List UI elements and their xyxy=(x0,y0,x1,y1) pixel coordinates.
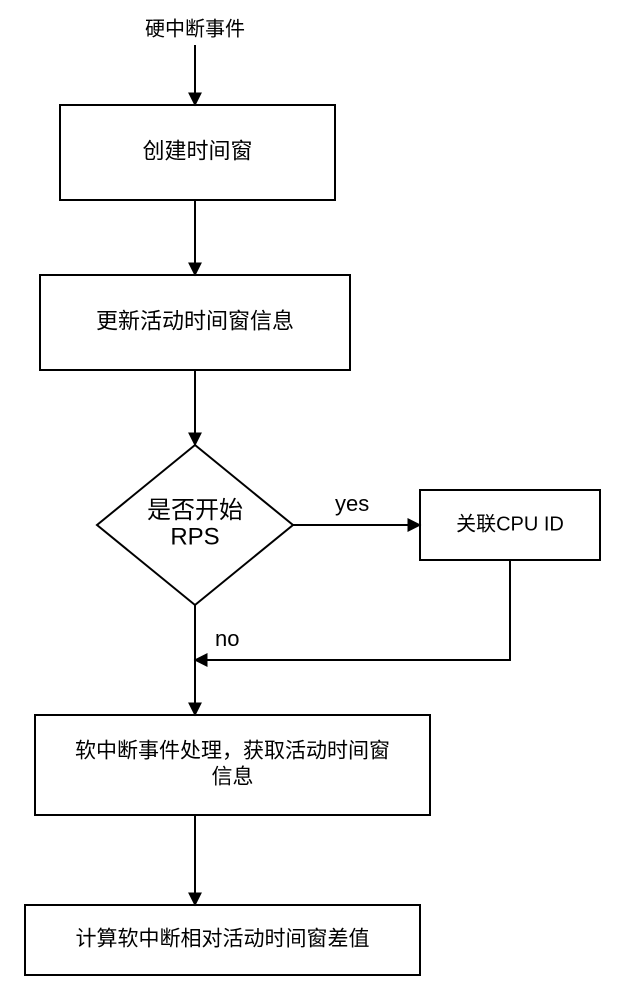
soft-interrupt-process-label-2: 信息 xyxy=(212,766,254,789)
create-time-window-label: 创建时间窗 xyxy=(142,138,252,163)
rps-decision-label-2: RPS xyxy=(170,524,219,551)
edge-yes-label: yes xyxy=(335,491,369,516)
compute-diff-label: 计算软中断相对活动时间窗差值 xyxy=(76,928,370,951)
flowchart-canvas: 硬中断事件 创建时间窗 更新活动时间窗信息 是否开始 RPS 关联CPU ID … xyxy=(0,0,625,1000)
edge-no-label: no xyxy=(215,626,239,651)
edge-cpu-back-merge xyxy=(195,560,510,660)
start-event-label: 硬中断事件 xyxy=(145,17,245,40)
associate-cpu-id-label: 关联CPU ID xyxy=(456,512,564,535)
soft-interrupt-process-label-1: 软中断事件处理，获取活动时间窗 xyxy=(75,739,390,762)
rps-decision-label-1: 是否开始 xyxy=(147,497,243,524)
update-active-window-label: 更新活动时间窗信息 xyxy=(96,308,294,333)
